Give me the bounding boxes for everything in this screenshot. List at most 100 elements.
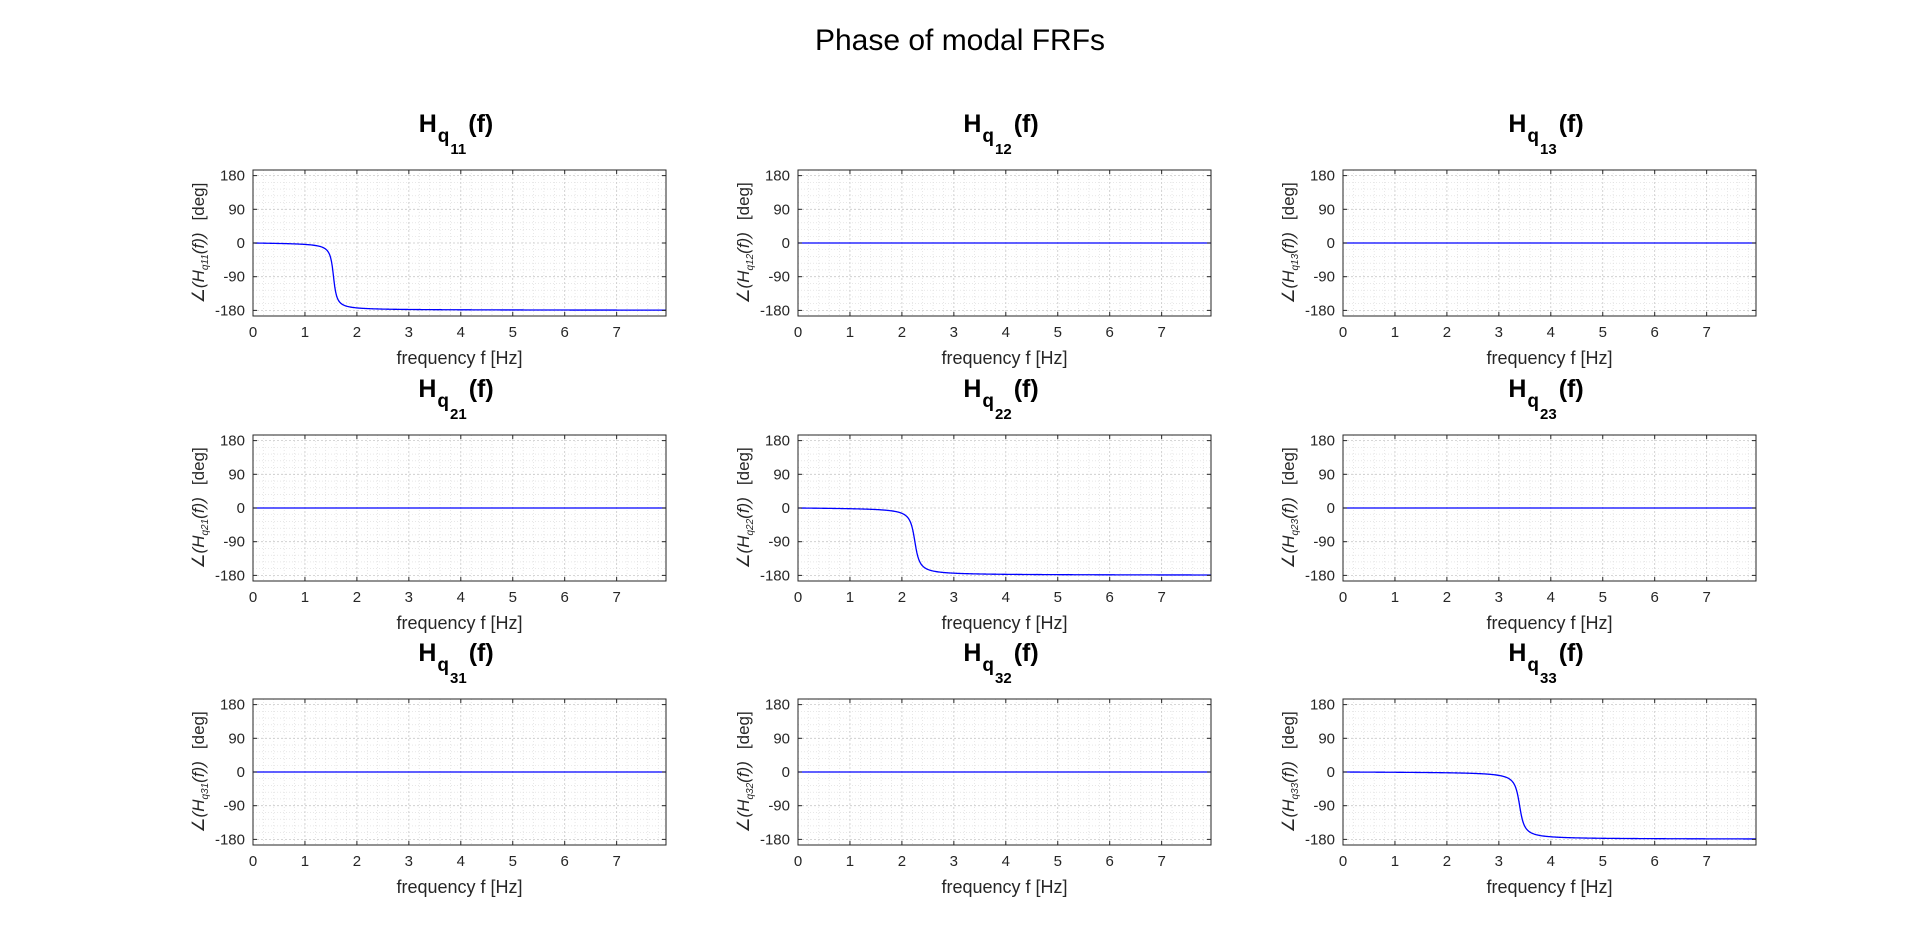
x-tick-label: 1 <box>1391 589 1399 606</box>
x-tick-label: 6 <box>561 324 569 341</box>
x-tick-label: 3 <box>950 589 958 606</box>
x-tick-label: 3 <box>405 853 413 870</box>
x-tick-label: 4 <box>1002 853 1010 870</box>
x-axis-label: frequency f [Hz] <box>396 348 522 368</box>
phase-line-0 <box>252 242 666 311</box>
subplot-title: Hq12(f) <box>791 110 1211 158</box>
title-argument: (f) <box>468 110 494 138</box>
y-tick-label: -180 <box>1305 567 1335 584</box>
title-subsubscript: 13 <box>1540 141 1557 158</box>
y-tick-label: 180 <box>765 697 790 714</box>
x-tick-label: 2 <box>898 853 906 870</box>
x-tick-label: 4 <box>1547 589 1555 606</box>
plot-area: 0 1 2 3 4 5 6 7 -180 -90 0 90 180 frequency f [Hz] ∠(H… <box>1279 697 1757 897</box>
subplot-title: Hq31(f) <box>246 639 666 687</box>
y-tick-label: -90 <box>1313 534 1335 551</box>
subplot-title: Hq21(f) <box>246 375 666 423</box>
y-tick-label: 90 <box>773 730 790 747</box>
x-tick-label: 7 <box>1702 853 1710 870</box>
x-tick-label: 1 <box>846 324 854 341</box>
title-subscript: q <box>1527 126 1539 147</box>
x-tick-label: 0 <box>1339 589 1347 606</box>
title-base: H <box>963 375 982 403</box>
x-axis-label: frequency f [Hz] <box>1486 877 1612 897</box>
x-tick-label: 6 <box>561 853 569 870</box>
x-tick-label: 0 <box>249 589 257 606</box>
x-axis-label: frequency f [Hz] <box>1486 613 1612 633</box>
y-tick-label: 180 <box>1310 433 1335 450</box>
y-tick-label: 90 <box>228 201 245 218</box>
plot-area: 0 1 2 3 4 5 6 7 -180 -90 0 90 180 frequency f [Hz] ∠(H… <box>734 433 1212 633</box>
title-argument: (f) <box>468 375 494 403</box>
x-tick-label: 1 <box>846 853 854 870</box>
y-tick-label: 0 <box>782 500 790 517</box>
x-tick-label: 7 <box>1702 324 1710 341</box>
x-tick-label: 1 <box>1391 853 1399 870</box>
title-subscript: q <box>437 655 449 676</box>
title-base: H <box>418 375 437 403</box>
title-base: H <box>1508 639 1527 667</box>
phase-line-0 <box>797 507 1211 576</box>
x-axis-label: frequency f [Hz] <box>941 877 1067 897</box>
y-tick-label: 90 <box>228 466 245 483</box>
x-axis-label: frequency f [Hz] <box>1486 348 1612 368</box>
title-base: H <box>418 639 437 667</box>
title-subsubscript: 32 <box>995 670 1012 687</box>
plot-area: 0 1 2 3 4 5 6 7 -180 -90 0 90 180 frequency f [Hz] ∠(H… <box>189 697 667 897</box>
subplot-title: Hq13(f) <box>1336 110 1756 158</box>
title-subscript: q <box>437 126 450 147</box>
x-tick-label: 2 <box>353 853 361 870</box>
y-tick-label: -90 <box>768 798 790 815</box>
x-tick-label: 5 <box>1054 324 1062 341</box>
major-grid <box>797 435 1211 581</box>
x-tick-label: 3 <box>950 324 958 341</box>
x-axis-label: frequency f [Hz] <box>941 348 1067 368</box>
x-tick-label: 6 <box>1651 589 1659 606</box>
plot-area: 0 1 2 3 4 5 6 7 -180 -90 0 90 180 frequency f [Hz] ∠(H… <box>189 433 667 633</box>
y-axis-label: ∠(Hq13(f))[deg] <box>1279 182 1301 303</box>
plot-area: 0 1 2 3 4 5 6 7 -180 -90 0 90 180 frequency f [Hz] ∠(H… <box>1279 168 1757 368</box>
x-tick-label: 4 <box>1002 589 1010 606</box>
y-tick-label: -90 <box>223 798 245 815</box>
x-tick-label: 7 <box>612 853 620 870</box>
x-tick-label: 5 <box>1054 589 1062 606</box>
y-tick-label: 180 <box>1310 168 1335 185</box>
y-tick-label: 0 <box>1327 500 1335 517</box>
x-tick-label: 3 <box>1495 589 1503 606</box>
y-tick-label: 180 <box>765 168 790 185</box>
figure-title: Phase of modal FRFs <box>814 24 1106 57</box>
x-tick-label: 7 <box>1157 589 1165 606</box>
subplot-33: Hq33(f) 0 1 2 3 4 5 6 7 -180 -90 0 90 180 frequency f … <box>1090 639 1790 899</box>
x-tick-label: 7 <box>1157 853 1165 870</box>
x-tick-label: 5 <box>1599 853 1607 870</box>
x-tick-label: 2 <box>1443 853 1451 870</box>
y-tick-label: -180 <box>760 567 790 584</box>
x-tick-label: 7 <box>1702 589 1710 606</box>
x-tick-label: 5 <box>509 853 517 870</box>
x-tick-label: 4 <box>457 324 465 341</box>
x-tick-label: 6 <box>561 589 569 606</box>
y-tick-label: -90 <box>768 269 790 286</box>
title-subscript: q <box>1527 391 1539 412</box>
plot-area: 0 1 2 3 4 5 6 7 -180 -90 0 90 180 frequency f [Hz] ∠(H… <box>189 168 667 368</box>
y-tick-label: 180 <box>220 433 245 450</box>
y-tick-label: 0 <box>782 764 790 781</box>
x-tick-label: 6 <box>1106 853 1114 870</box>
subplot-title: Hq23(f) <box>1336 375 1756 423</box>
y-tick-label: 180 <box>1310 697 1335 714</box>
y-axis-label: ∠(Hq32(f))[deg] <box>734 711 756 832</box>
x-tick-label: 2 <box>898 324 906 341</box>
x-tick-label: 0 <box>794 324 802 341</box>
y-tick-label: -180 <box>215 567 245 584</box>
subplot-title: Hq22(f) <box>791 375 1211 423</box>
title-subsubscript: 11 <box>450 141 467 158</box>
title-argument: (f) <box>1013 110 1039 138</box>
subplot-13: Hq13(f) 0 1 2 3 4 5 6 7 -180 -90 0 90 180 frequency f … <box>1090 110 1790 370</box>
y-tick-label: -180 <box>760 831 790 848</box>
x-tick-label: 3 <box>950 853 958 870</box>
x-tick-label: 3 <box>405 324 413 341</box>
x-tick-label: 6 <box>1106 324 1114 341</box>
x-tick-label: 0 <box>794 853 802 870</box>
title-subsubscript: 21 <box>450 406 467 423</box>
phase-line-0 <box>1343 771 1757 840</box>
